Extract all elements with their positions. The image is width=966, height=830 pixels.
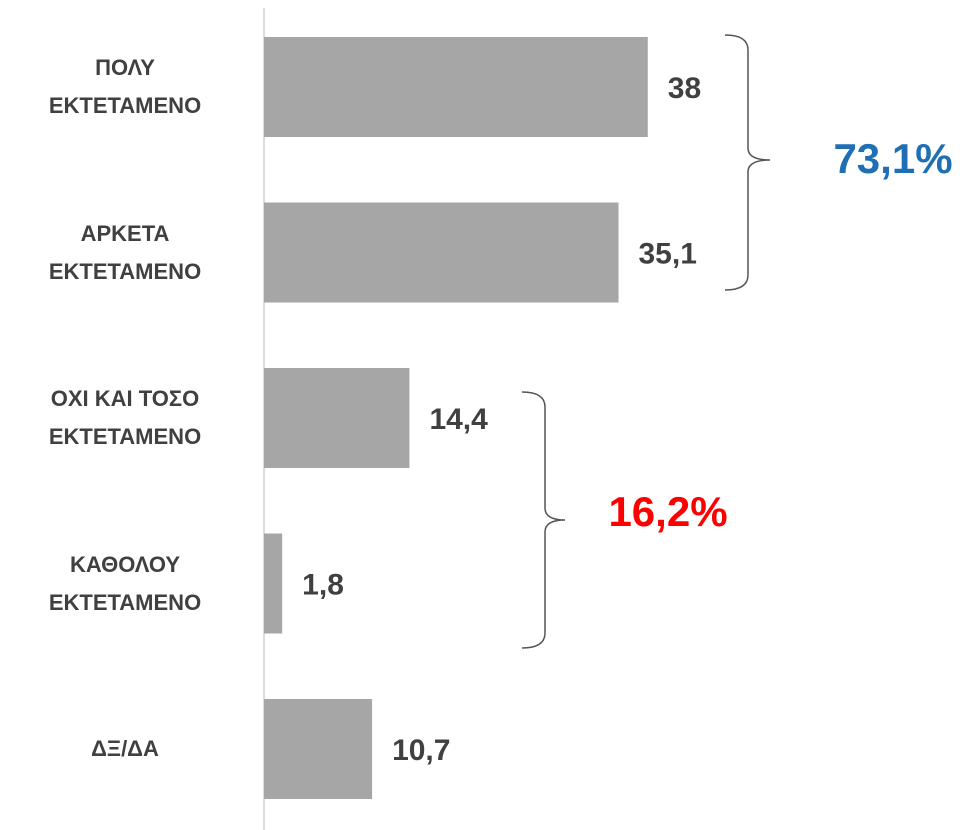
- bar: [264, 202, 619, 303]
- category-label: ΠΟΛΥ ΕΚΤΕΤΑΜΕΝΟ: [48, 55, 202, 118]
- annotation: 73,1%: [833, 135, 952, 182]
- category-label: ΚΑΘΟΛΟΥ ΕΚΤΕΤΑΜΕΝΟ: [48, 551, 202, 615]
- bracket: [724, 34, 771, 291]
- annotation: 16,2%: [608, 488, 727, 535]
- category-label: ΑΡΚΕΤΑ ΕΚΤΕΤΑΜΕΝΟ: [48, 220, 202, 284]
- category-label: ΔΞ/ΔΑ: [91, 736, 159, 761]
- bracket: [521, 391, 566, 649]
- category-label: ΟΧΙ ΚΑΙ ΤΟΣΟ ΕΚΤΕΤΑΜΕΝΟ: [48, 386, 202, 449]
- value-label: 10,7: [392, 734, 450, 767]
- bar: [264, 37, 648, 137]
- bar: [264, 533, 283, 634]
- bar: [264, 699, 373, 799]
- value-label: 14,4: [429, 403, 488, 436]
- value-label: 35,1: [639, 237, 697, 270]
- bar: [264, 368, 410, 468]
- value-label: 38: [668, 72, 701, 105]
- value-label: 1,8: [302, 568, 344, 601]
